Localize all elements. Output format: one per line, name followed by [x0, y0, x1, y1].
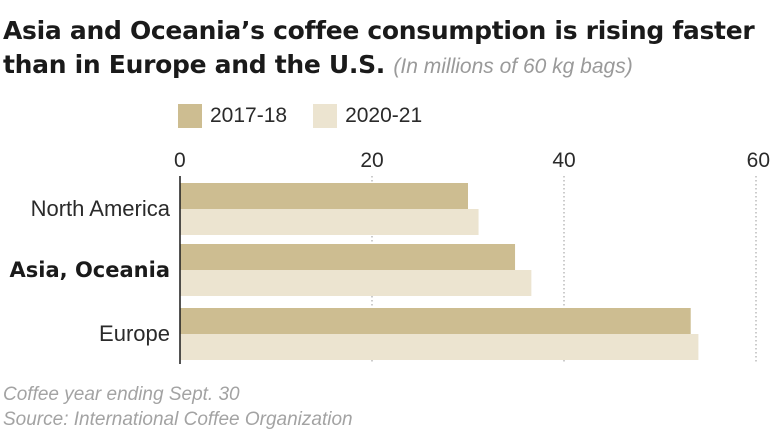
- bar-europe-2020-21: [180, 334, 699, 360]
- bar-europe-2017-18: [180, 308, 691, 334]
- legend-label-2020-21: 2020-21: [345, 104, 423, 127]
- x-tick-label-40: 40: [552, 149, 575, 172]
- chart-title: Asia and Oceania’s coffee consumption is…: [3, 14, 768, 84]
- bar-north-america-2017-18: [180, 183, 468, 209]
- category-label-asia-oceania: Asia, Oceania: [10, 258, 170, 282]
- legend-item-2017-18: 2017-18: [178, 104, 287, 128]
- x-tick-label-20: 20: [360, 149, 383, 172]
- footnote-coffee-year: Coffee year ending Sept. 30: [3, 384, 240, 405]
- legend-swatch-2020-21: [313, 104, 338, 128]
- footnotes: Coffee year ending Sept. 30 Source: Inte…: [3, 382, 763, 432]
- chart-subtitle: (In millions of 60 kg bags): [393, 55, 633, 78]
- legend-item-2020-21: 2020-21: [313, 104, 422, 128]
- legend: 2017-18 2020-21: [178, 99, 448, 133]
- legend-label-2017-18: 2017-18: [210, 104, 288, 127]
- category-label-europe: Europe: [99, 321, 170, 346]
- bar-north-america-2020-21: [180, 209, 479, 235]
- x-tick-label-60: 60: [747, 149, 770, 172]
- chart-title-main: Asia and Oceania’s coffee consumption is…: [3, 16, 755, 79]
- category-label-north-america: North America: [31, 196, 171, 221]
- source-note: Source: International Coffee Organizatio…: [3, 409, 353, 430]
- legend-swatch-2017-18: [178, 104, 202, 128]
- bar-asia-oceania-2020-21: [180, 270, 532, 296]
- x-tick-label-0: 0: [174, 149, 186, 172]
- bar-asia-oceania-2017-18: [180, 244, 516, 270]
